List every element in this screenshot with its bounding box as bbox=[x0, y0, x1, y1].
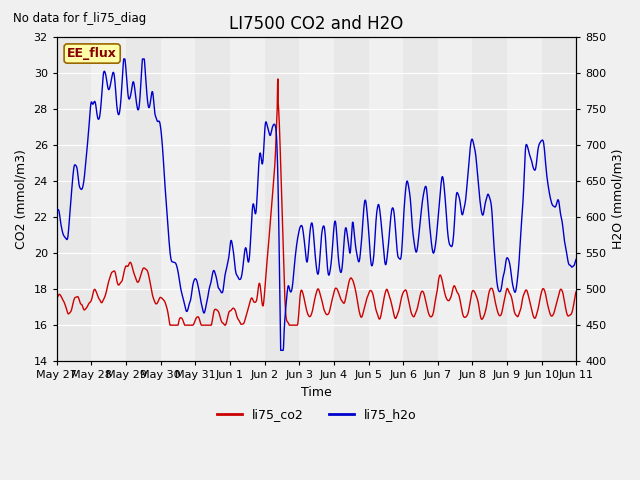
Bar bbox=[161, 37, 195, 361]
Title: LI7500 CO2 and H2O: LI7500 CO2 and H2O bbox=[229, 15, 404, 33]
Bar bbox=[230, 37, 264, 361]
Bar bbox=[92, 37, 126, 361]
Legend: li75_co2, li75_h2o: li75_co2, li75_h2o bbox=[212, 403, 421, 426]
Text: No data for f_li75_diag: No data for f_li75_diag bbox=[13, 12, 146, 25]
Bar bbox=[300, 37, 334, 361]
Y-axis label: H2O (mmol/m3): H2O (mmol/m3) bbox=[612, 149, 625, 250]
Bar bbox=[438, 37, 472, 361]
X-axis label: Time: Time bbox=[301, 386, 332, 399]
Text: EE_flux: EE_flux bbox=[67, 47, 117, 60]
Bar bbox=[507, 37, 541, 361]
Bar bbox=[369, 37, 403, 361]
Y-axis label: CO2 (mmol/m3): CO2 (mmol/m3) bbox=[15, 149, 28, 249]
